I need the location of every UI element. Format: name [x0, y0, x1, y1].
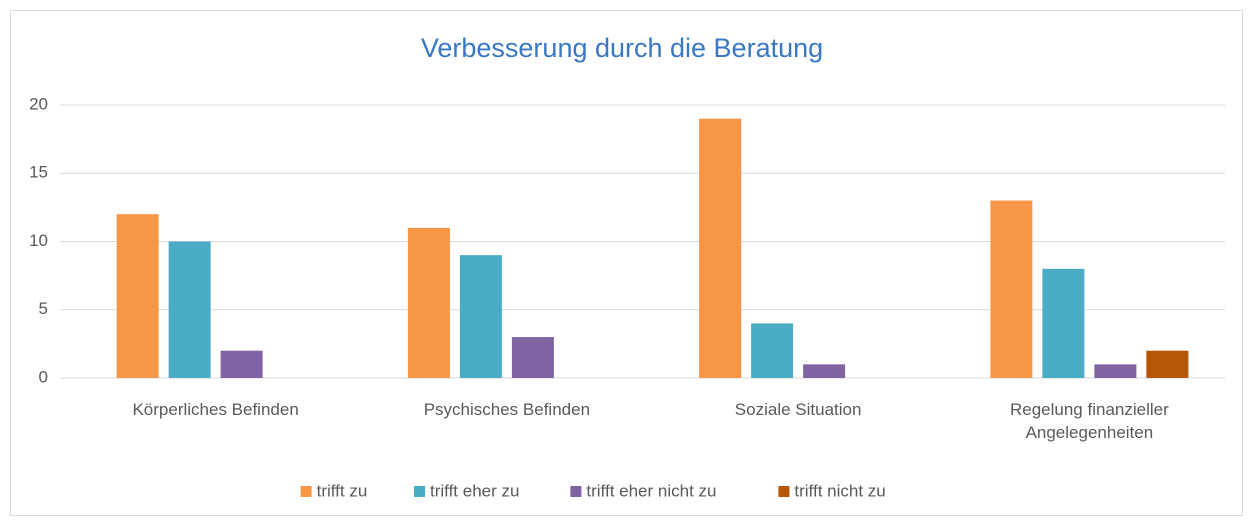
bar: [699, 118, 742, 379]
bar: [1042, 268, 1085, 378]
x-tick-label: Soziale Situation: [734, 400, 862, 419]
bar: [1146, 350, 1189, 378]
bar: [168, 241, 211, 378]
bar: [751, 323, 794, 378]
legend-label: trifft eher zu: [430, 481, 519, 500]
bar: [407, 227, 450, 378]
bar: [511, 337, 554, 378]
bar: [116, 214, 159, 378]
y-tick-label: 0: [39, 367, 48, 386]
y-tick-label: 5: [39, 299, 48, 318]
x-tick-label: Psychisches Befinden: [423, 400, 591, 419]
legend-label: trifft eher nicht zu: [586, 481, 716, 500]
chart-title: Verbesserung durch die Beratung: [421, 33, 823, 63]
y-tick-label: 15: [29, 163, 48, 182]
legend-swatch: [414, 486, 425, 497]
bar: [220, 350, 263, 378]
bar: [990, 200, 1033, 378]
chart-border: [10, 10, 1243, 516]
legend-label: trifft nicht zu: [794, 481, 885, 500]
bar: [803, 364, 846, 378]
bar: [459, 255, 502, 378]
legend-swatch: [570, 486, 582, 497]
bar: [1094, 364, 1137, 378]
legend-label: trifft zu: [317, 481, 368, 500]
x-tick-label: Regelung finanzieller Angelegenheiten: [1009, 400, 1169, 442]
x-tick-label: Körperliches Befinden: [132, 400, 299, 419]
y-tick-label: 10: [29, 231, 48, 250]
legend-swatch: [778, 486, 790, 497]
y-tick-label: 20: [29, 94, 48, 113]
legend-swatch: [300, 486, 312, 497]
